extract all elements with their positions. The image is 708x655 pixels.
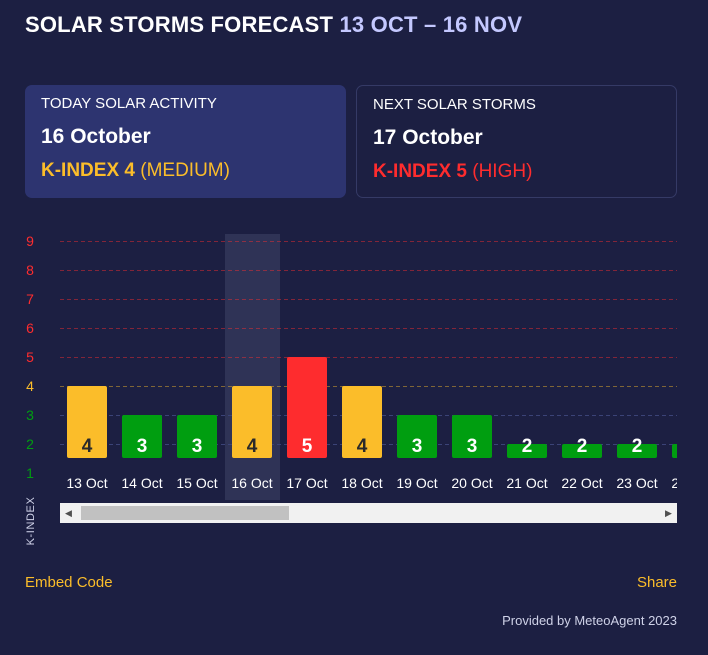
y-tick-label: 9 xyxy=(26,233,34,249)
today-card-kindex-line: K-INDEX 4 (MEDIUM) xyxy=(41,160,330,182)
today-kindex: K-INDEX 4 xyxy=(41,160,135,181)
bar-value-label: 4 xyxy=(357,436,368,457)
bar-value-label: 3 xyxy=(412,436,423,457)
x-tick-label: 14 Oct xyxy=(121,475,162,491)
chart-scrollbar[interactable]: ◀ ▶ xyxy=(60,503,677,523)
next-storm-card: NEXT SOLAR STORMS 17 October K-INDEX 5 (… xyxy=(356,85,677,198)
credit-text: Provided by MeteoAgent 2023 xyxy=(502,613,677,628)
x-tick-label: 16 Oct xyxy=(231,475,272,491)
scroll-right-icon[interactable]: ▶ xyxy=(665,508,672,518)
y-tick-label: 7 xyxy=(26,291,34,307)
bar-value-label: 3 xyxy=(467,436,478,457)
bar-value-label: 2 xyxy=(522,436,533,457)
x-tick-label: 13 Oct xyxy=(66,475,107,491)
bar-19-oct xyxy=(397,415,437,458)
y-tick-label: 4 xyxy=(26,378,34,394)
today-activity-card: TODAY SOLAR ACTIVITY 16 October K-INDEX … xyxy=(25,85,346,198)
today-level: (MEDIUM) xyxy=(140,160,230,181)
bar-15-oct xyxy=(177,415,217,458)
x-tick-label: 15 Oct xyxy=(176,475,217,491)
bars-group: 4 13 Oct 3 14 Oct 3 15 Oct 4 16 Oct 5 17 Oct 4 18 O… xyxy=(66,357,708,491)
x-tick-label: 22 Oct xyxy=(561,475,602,491)
today-card-label: TODAY SOLAR ACTIVITY xyxy=(41,95,217,112)
bar-value-label: 2 xyxy=(687,436,698,457)
bar-20-oct xyxy=(452,415,492,458)
page-title: SOLAR STORMS FORECAST 13 OCT – 16 NOV xyxy=(25,12,522,38)
x-tick-label: 19 Oct xyxy=(396,475,437,491)
bar-value-label: 4 xyxy=(82,436,93,457)
x-tick-label: 24 Oct xyxy=(671,475,708,491)
bar-18-oct xyxy=(342,386,382,458)
embed-code-link[interactable]: Embed Code xyxy=(25,574,113,591)
bar-value-label: 4 xyxy=(247,436,258,457)
next-level: (HIGH) xyxy=(472,161,533,182)
kindex-bar-chart: 1 2 3 4 5 6 7 8 9 4 13 Oct 3 14 Oct 3 15 Oct 4 16 Oct 5 17… xyxy=(26,233,708,500)
bar-value-label: 3 xyxy=(192,436,203,457)
x-tick-label: 18 Oct xyxy=(341,475,382,491)
bar-16-oct xyxy=(232,386,272,458)
y-tick-label: 5 xyxy=(26,349,34,365)
share-link[interactable]: Share xyxy=(636,574,677,591)
y-tick-label: 3 xyxy=(26,407,34,423)
bar-17-oct xyxy=(287,357,327,458)
date-range: 13 OCT – 16 NOV xyxy=(339,12,523,37)
next-kindex: K-INDEX 5 xyxy=(373,161,467,182)
bar-value-label: 2 xyxy=(632,436,643,457)
bar-value-label: 2 xyxy=(577,436,588,457)
x-tick-label: 21 Oct xyxy=(506,475,547,491)
scroll-left-icon[interactable]: ◀ xyxy=(65,508,72,518)
highlight-column xyxy=(225,234,280,500)
scroll-thumb[interactable] xyxy=(81,506,289,520)
today-card-date: 16 October xyxy=(41,125,151,148)
x-tick-label: 23 Oct xyxy=(616,475,657,491)
next-card-label: NEXT SOLAR STORMS xyxy=(373,96,536,113)
next-card-kindex-line: K-INDEX 5 (HIGH) xyxy=(373,161,660,183)
bar-22-oct xyxy=(562,444,602,458)
bar-14-oct xyxy=(122,415,162,458)
bar-value-label: 3 xyxy=(137,436,148,457)
bar-21-oct xyxy=(507,444,547,458)
bar-value-label: 5 xyxy=(302,436,313,457)
y-axis-title: K-INDEX xyxy=(25,496,37,546)
title-text: SOLAR STORMS FORECAST xyxy=(25,12,334,37)
y-tick-label: 6 xyxy=(26,320,34,336)
y-tick-label: 2 xyxy=(26,436,34,452)
next-card-date: 17 October xyxy=(373,126,483,149)
y-tick-label: 8 xyxy=(26,262,34,278)
bar-13-oct xyxy=(67,386,107,458)
y-tick-label: 1 xyxy=(26,465,34,481)
x-tick-label: 20 Oct xyxy=(451,475,492,491)
x-tick-label: 17 Oct xyxy=(286,475,327,491)
bar-24-oct xyxy=(672,444,677,458)
bar-23-oct xyxy=(617,444,657,458)
